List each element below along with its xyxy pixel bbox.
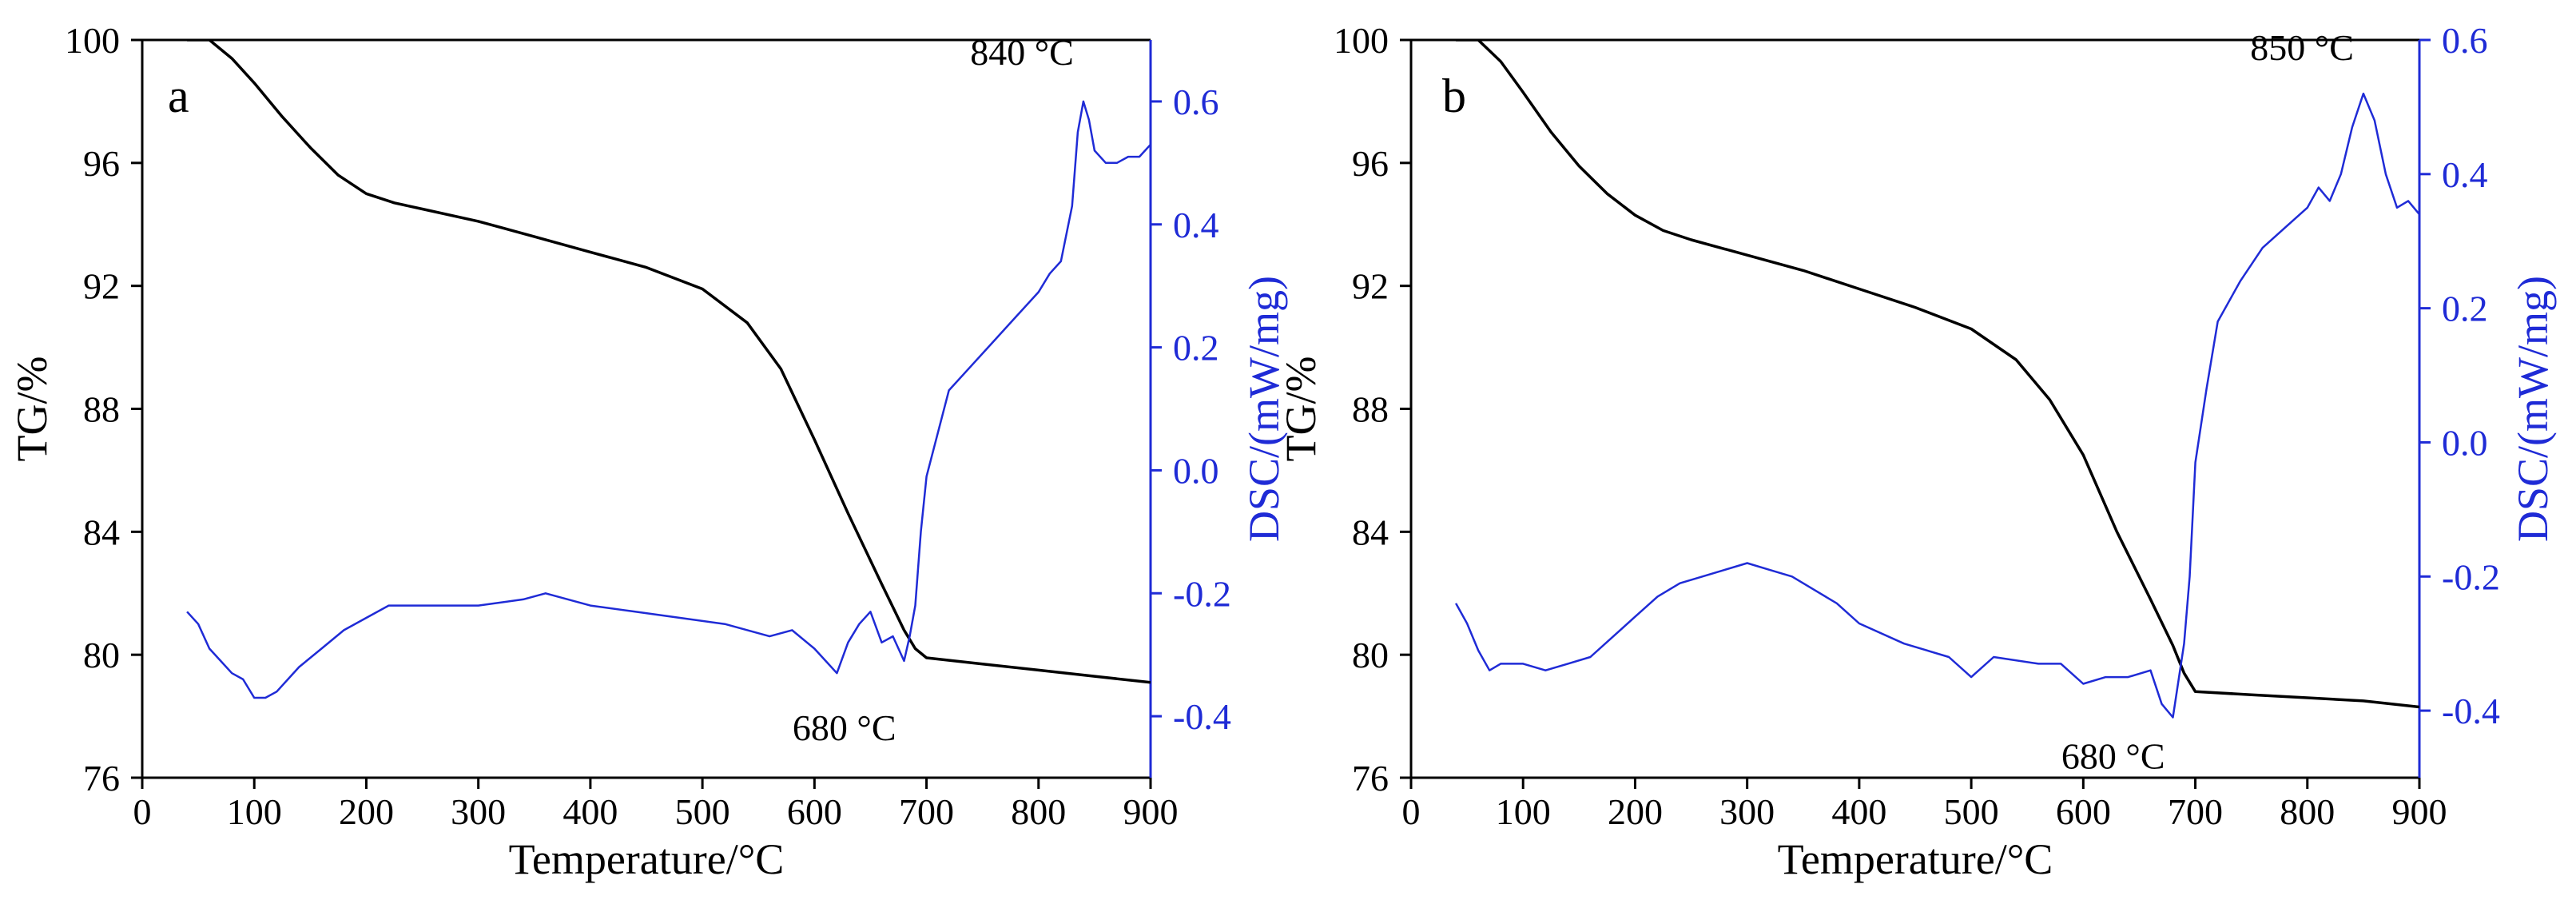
y-right-tick-label: -0.2 [1173,573,1231,614]
x-tick-label: 500 [1944,791,1999,832]
y-right-tick-label: -0.4 [2442,691,2500,731]
panel-label: b [1442,70,1466,122]
y-right-tick-label: 0.6 [1173,82,1219,122]
x-tick-label: 400 [563,791,618,832]
y-right-tick-label: 0.2 [2442,289,2488,329]
series-line-dsc [186,100,1151,699]
y-left-tick-label: 84 [1352,512,1389,552]
y-right-tick-label: -0.4 [1173,696,1231,737]
x-tick-label: 200 [1608,791,1663,832]
y-left-axis-title: TG/% [8,356,56,462]
x-tick-label: 200 [339,791,394,832]
y-right-tick-label: -0.2 [2442,556,2500,597]
series-line-dsc [1455,92,2419,719]
panel-a: 0 100 200 300 400 500 600 700 800 900 Temperature/… [8,20,1288,883]
x-tick-label: 800 [2280,791,2335,832]
y-left-axis-title: TG/% [1277,356,1325,462]
panel-label: a [168,70,189,122]
y-left-tick-label: 92 [83,266,120,307]
y-right-tick-label: 0.0 [2442,422,2488,463]
x-tick-label: 700 [2168,791,2223,832]
annotation-label: 680 °C [793,707,896,748]
x-tick-label: 500 [675,791,730,832]
y-right-tick-label: 0.4 [1173,205,1219,245]
x-tick-label: 700 [899,791,954,832]
y-left-tick-label: 96 [1352,143,1389,184]
x-tick-label: 900 [1123,791,1179,832]
panel-b: 0 100 200 300 400 500 600 700 800 900 Temperature/… [1277,20,2557,883]
y-left-tick-label: 80 [83,635,120,675]
x-tick-label: 0 [133,791,152,832]
y-left-tick-label: 76 [83,758,120,798]
y-right-axis-title: DSC/(mW/mg) [1240,276,1288,542]
annotation-label: 680 °C [2061,735,2165,776]
y-left-tick-label: 84 [83,512,120,552]
y-right-tick-label: 0.2 [1173,328,1219,368]
y-right-tick-label: 0.4 [2442,154,2488,195]
x-tick-label: 300 [451,791,506,832]
y-left-tick-label: 80 [1352,635,1389,675]
x-tick-label: 300 [1719,791,1775,832]
annotation-label: 840 °C [970,32,1074,73]
y-right-tick-label: 0.0 [1173,450,1219,491]
x-tick-label: 600 [2056,791,2111,832]
x-tick-label: 100 [227,791,282,832]
series-line-tg [1456,40,2419,709]
x-axis-title: Temperature/°C [1778,835,2053,883]
y-left-tick-label: 88 [83,389,120,430]
y-right-tick-label: 0.6 [2442,20,2488,61]
x-axis-title: Temperature/°C [509,835,785,883]
x-tick-label: 600 [787,791,842,832]
y-left-tick-label: 76 [1352,758,1389,798]
y-left-tick-label: 96 [83,143,120,184]
x-tick-label: 0 [1402,791,1421,832]
y-left-tick-label: 100 [1334,20,1389,61]
x-tick-label: 100 [1496,791,1551,832]
y-left-tick-label: 92 [1352,266,1389,307]
y-left-tick-label: 100 [65,20,120,61]
x-tick-label: 800 [1011,791,1066,832]
y-right-axis-title: DSC/(mW/mg) [2509,276,2557,542]
x-tick-label: 900 [2392,791,2447,832]
annotation-label: 850 °C [2250,27,2354,68]
series-line-tg [187,40,1151,684]
x-tick-label: 400 [1831,791,1886,832]
y-left-tick-label: 88 [1352,389,1389,430]
